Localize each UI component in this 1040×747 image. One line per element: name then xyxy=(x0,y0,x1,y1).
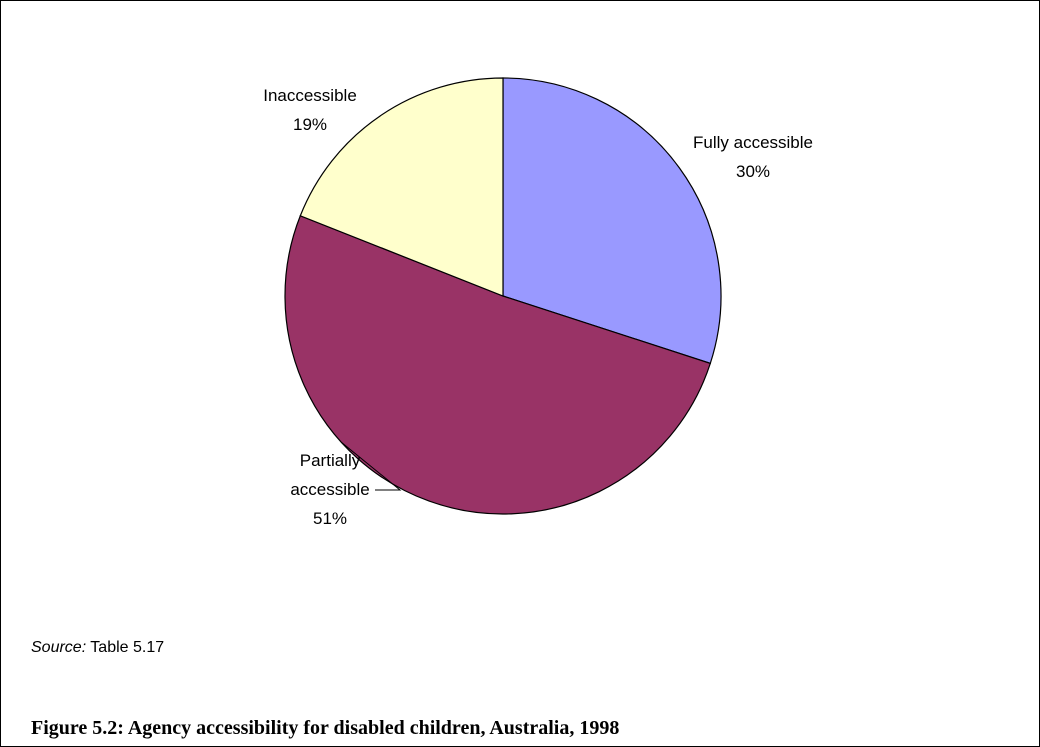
figure-caption: Figure 5.2: Agency accessibility for dis… xyxy=(31,717,620,739)
slice-label-line: Inaccessible xyxy=(263,86,357,105)
pie-slices xyxy=(284,77,722,515)
source-text: Table 5.17 xyxy=(90,639,165,656)
label-leader-line xyxy=(341,442,402,491)
pie-labels: Fully accessible 30% Partially accessible 51… xyxy=(263,86,813,528)
source-prefix: Source: xyxy=(31,639,87,656)
slice-label: Inaccessible 19% xyxy=(263,86,357,134)
slice-label-line: 51% xyxy=(313,509,347,528)
pie-slice xyxy=(299,77,504,297)
source-note: Source: Table 5.17 xyxy=(31,639,164,657)
slice-label-line: Fully accessible xyxy=(693,133,813,152)
pie-slice xyxy=(502,77,722,365)
pie-slice xyxy=(284,214,712,515)
slice-label: Fully accessible 30% xyxy=(693,133,813,181)
slice-label: Partially accessible 51% xyxy=(290,451,369,528)
slice-label-line: accessible xyxy=(290,480,369,499)
slice-label-line: Partially xyxy=(300,451,361,470)
slice-label-line: 30% xyxy=(736,162,770,181)
slice-label-line: 19% xyxy=(293,115,327,134)
